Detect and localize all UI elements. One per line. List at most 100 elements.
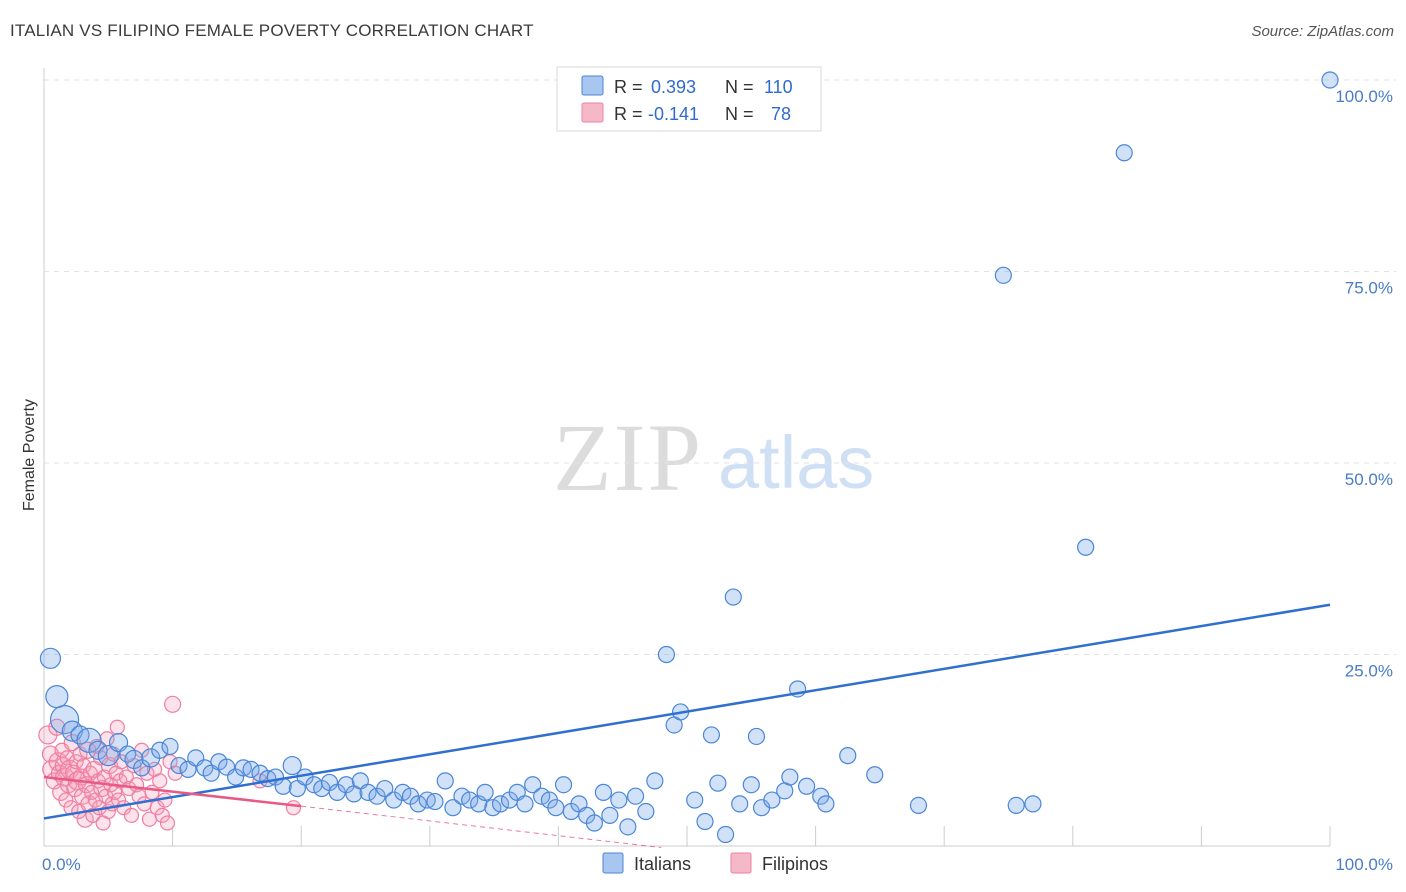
italian-point: [97, 745, 119, 767]
italian-point: [866, 766, 884, 784]
y-tick-label: 100.0%: [1335, 87, 1393, 106]
italian-point: [444, 799, 462, 817]
italian-point: [839, 747, 857, 765]
y-tick-label: 50.0%: [1345, 470, 1393, 489]
italian-point: [491, 795, 510, 813]
legend-filipinos-swatch: [730, 852, 752, 874]
legend-n-value-italians: 110: [764, 77, 793, 97]
legend-n-label-italians: N =: [725, 77, 754, 97]
italian-point: [88, 740, 108, 760]
italians-swatch: [581, 75, 604, 96]
italian-point: [170, 756, 188, 775]
filipinos-trend-line: [43, 775, 302, 808]
italian-point: [516, 795, 534, 813]
x-tick-labels: 0.0% 100.0%: [42, 855, 1393, 874]
y-tick-labels: 25.0% 50.0% 75.0% 100.0%: [1335, 87, 1393, 681]
italian-point: [1024, 795, 1042, 813]
filipinos-series: [38, 695, 302, 831]
italian-point: [724, 588, 742, 606]
series-legend: Italians Filipinos: [602, 852, 828, 874]
italian-point: [994, 266, 1012, 284]
italian-point: [657, 645, 676, 664]
filipino-point: [82, 765, 98, 781]
italian-point: [436, 772, 454, 790]
italian-point: [716, 825, 735, 844]
y-tick-label: 25.0%: [1345, 662, 1393, 681]
italian-point: [696, 812, 714, 831]
italian-point: [709, 774, 727, 792]
italian-point: [626, 787, 645, 805]
italian-point: [781, 768, 799, 786]
legend-filipinos-label: Filipinos: [762, 854, 828, 874]
legend-n-value-filipinos: 78: [771, 104, 791, 124]
italian-point: [1007, 796, 1025, 815]
filipino-point: [152, 773, 168, 789]
legend-r-value-filipinos: -0.141: [648, 104, 699, 124]
italian-point: [554, 776, 573, 794]
y-axis-label: Female Poverty: [21, 399, 38, 511]
italian-point: [49, 705, 80, 735]
legend-r-value-italians: 0.393: [651, 77, 696, 97]
watermark-zip: ZIP: [553, 404, 703, 511]
stats-legend: R = 0.393 N = 110 R = -0.141 N = 78: [556, 66, 822, 132]
italian-point: [594, 783, 613, 801]
italians-series: [39, 71, 1339, 844]
italian-point: [484, 799, 502, 817]
legend-italians-swatch: [602, 852, 624, 874]
filipino-point: [118, 769, 134, 785]
italian-point: [817, 795, 835, 813]
italian-point: [610, 791, 628, 809]
italian-point: [585, 814, 604, 832]
filipinos-swatch: [581, 102, 604, 123]
italian-point: [533, 787, 551, 805]
italian-point: [426, 792, 444, 811]
trend-lines: [43, 603, 1331, 849]
italian-point: [747, 727, 766, 746]
filipino-point: [58, 792, 74, 808]
filipino-point: [285, 800, 302, 816]
filipino-point: [109, 719, 125, 735]
italian-point: [686, 791, 704, 809]
filipinos-trend-extension: [301, 805, 662, 849]
italian-point: [702, 726, 721, 744]
italian-point: [742, 776, 760, 794]
legend-n-label-filipinos: N =: [725, 104, 754, 124]
filipino-point: [164, 695, 182, 713]
filipino-point: [48, 718, 66, 736]
source-credit: Source: ZipAtlas.com: [1251, 23, 1394, 40]
italian-point: [1077, 538, 1095, 556]
italian-point: [39, 647, 62, 669]
filipino-point: [123, 807, 140, 823]
grid-lines: [44, 79, 1396, 655]
legend-r-label-italians: R =: [614, 77, 643, 97]
italian-point: [909, 796, 928, 815]
italian-point: [619, 818, 637, 836]
italian-point: [376, 779, 394, 798]
italian-point: [70, 725, 90, 745]
y-tick-label: 75.0%: [1345, 279, 1393, 298]
italian-point: [151, 741, 169, 759]
filipino-point: [159, 815, 176, 831]
chart-title: ITALIAN VS FILIPINO FEMALE POVERTY CORRE…: [10, 21, 534, 40]
filipino-point: [83, 784, 100, 800]
italian-point: [242, 760, 260, 779]
legend-r-label-filipinos: R =: [614, 104, 643, 124]
italian-point: [282, 755, 302, 776]
italian-point: [394, 783, 412, 801]
italian-point: [731, 795, 749, 813]
italian-point: [476, 783, 494, 801]
italian-point: [601, 806, 619, 824]
filipino-point: [154, 807, 170, 823]
italian-point: [1321, 71, 1339, 89]
x-tick-label: 100.0%: [1335, 855, 1393, 874]
italian-point: [646, 772, 664, 790]
italian-point: [359, 783, 377, 801]
italian-point: [409, 795, 427, 813]
italian-point: [547, 799, 565, 817]
italian-point: [461, 791, 479, 809]
x-tick-label: 0.0%: [42, 855, 81, 874]
italian-point: [1115, 144, 1133, 162]
italian-point: [797, 777, 816, 795]
italians-trend-line: [43, 603, 1331, 820]
